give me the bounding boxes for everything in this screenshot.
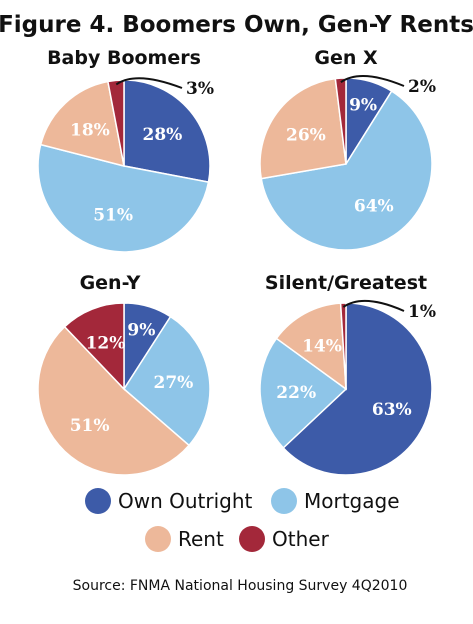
legend-swatch bbox=[239, 526, 265, 552]
pie-slice bbox=[123, 79, 211, 183]
pie-chart: 9% 27% 51% 12% Gen-Y bbox=[37, 272, 211, 476]
pie-slice bbox=[259, 77, 347, 180]
pie-chart: 63% 22% 14% 1% Silent/Greatest bbox=[259, 272, 436, 476]
slice-label: 12% bbox=[86, 334, 126, 354]
pie-title: Gen X bbox=[314, 47, 378, 69]
slice-label: 3% bbox=[186, 79, 214, 99]
pie-slice bbox=[259, 337, 348, 449]
pie-slice bbox=[39, 80, 125, 168]
callout-leader bbox=[340, 75, 405, 87]
slice-label: 1% bbox=[408, 302, 436, 322]
slice-label: 28% bbox=[142, 125, 182, 145]
pie-slice bbox=[339, 302, 347, 390]
legend-entry: Own Outright bbox=[118, 489, 253, 513]
pie-slice bbox=[334, 77, 347, 165]
source-note: Source: FNMA National Housing Survey 4Q2… bbox=[73, 578, 408, 594]
slice-label: 14% bbox=[302, 336, 342, 356]
slice-label: 22% bbox=[276, 383, 316, 403]
legend-swatch bbox=[85, 488, 111, 514]
pie-chart: 9% 64% 26% 2% Gen X bbox=[259, 47, 436, 251]
pie-slice bbox=[37, 325, 191, 476]
pie-slice bbox=[275, 302, 347, 391]
slice-label: 63% bbox=[372, 400, 412, 420]
legend-swatch bbox=[145, 526, 171, 552]
pie-slice bbox=[37, 143, 210, 253]
slice-label: 27% bbox=[153, 373, 193, 393]
pie-slice bbox=[282, 302, 433, 476]
slice-label: 2% bbox=[408, 77, 436, 97]
slice-label: 51% bbox=[93, 206, 133, 226]
slice-label: 64% bbox=[354, 196, 394, 216]
pie-slice bbox=[63, 302, 125, 391]
slice-label: 18% bbox=[70, 121, 110, 141]
slice-label: 9% bbox=[127, 321, 155, 341]
slice-label: 9% bbox=[349, 96, 377, 116]
pie-slice bbox=[123, 315, 211, 447]
legend-entry: Other bbox=[272, 527, 330, 551]
legend-entry: Mortgage bbox=[304, 489, 400, 513]
pie-title: Silent/Greatest bbox=[265, 272, 427, 294]
slice-label: 51% bbox=[70, 416, 110, 436]
pie-chart: 28% 51% 18% 3% Baby Boomers bbox=[37, 47, 214, 253]
legend-swatch bbox=[271, 488, 297, 514]
pie-slice bbox=[260, 90, 433, 251]
pie-title: Gen-Y bbox=[80, 272, 141, 294]
figure-title: Figure 4. Boomers Own, Gen-Y Rents bbox=[0, 12, 473, 38]
legend: Own Outright Mortgage Rent Other bbox=[85, 488, 400, 552]
legend-entry: Rent bbox=[178, 527, 224, 551]
slice-label: 26% bbox=[286, 125, 326, 145]
pie-title: Baby Boomers bbox=[47, 47, 201, 69]
callout-leader bbox=[342, 299, 405, 312]
callout-leader bbox=[115, 77, 183, 89]
